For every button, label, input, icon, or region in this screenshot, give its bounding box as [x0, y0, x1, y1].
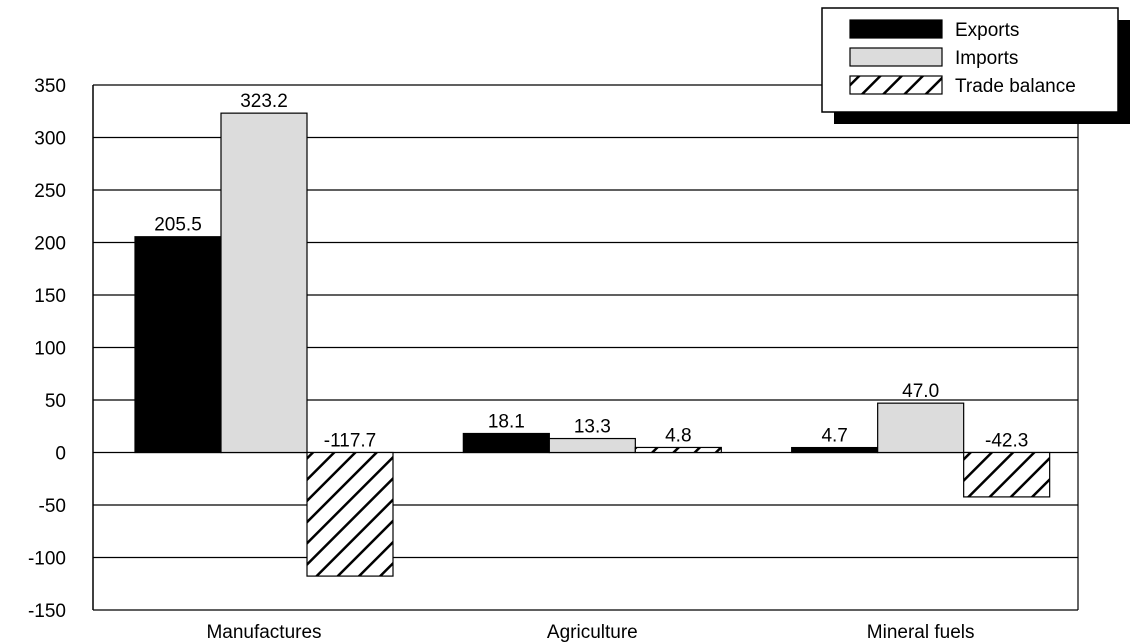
y-tick-label: 0: [55, 444, 66, 465]
legend-swatch: [849, 47, 943, 67]
data-label: 4.8: [665, 425, 691, 446]
y-tick-label: 100: [34, 339, 66, 360]
bars: [134, 112, 1051, 577]
x-category-label: Agriculture: [547, 622, 638, 643]
bar-trade-balance: [963, 451, 1051, 498]
x-axis-categories: Manufactures Agriculture Mineral fuels: [206, 622, 974, 643]
bar-exports: [791, 446, 879, 454]
legend: Exports Imports Trade balance: [821, 7, 1130, 124]
legend-label: Imports: [955, 48, 1018, 69]
y-tick-label: -50: [39, 496, 66, 517]
legend-label: Trade balance: [955, 76, 1076, 97]
data-label: 47.0: [902, 381, 939, 402]
y-tick-label: 50: [45, 391, 66, 412]
y-tick-label: -150: [28, 601, 66, 622]
x-category-label: Mineral fuels: [867, 622, 975, 643]
data-label: 4.7: [821, 426, 847, 447]
y-tick-label: 200: [34, 234, 66, 255]
data-label: 18.1: [488, 411, 525, 432]
legend-label: Exports: [955, 20, 1019, 41]
y-axis-ticks: 350 300 250 200 150 100 50 0 -50 -100 -150: [28, 76, 66, 622]
data-label: 13.3: [574, 417, 611, 438]
axes: [92, 85, 1079, 610]
data-label: 323.2: [240, 91, 288, 112]
data-label: 205.5: [154, 215, 202, 236]
bar-exports: [134, 236, 222, 454]
y-tick-label: 350: [34, 76, 66, 97]
bar-imports: [548, 437, 636, 454]
data-label: -117.7: [324, 431, 376, 452]
bar-imports: [220, 112, 308, 454]
y-tick-label: 300: [34, 129, 66, 150]
bar-imports: [877, 402, 965, 454]
bar-trade-balance: [306, 451, 394, 577]
data-label: -42.3: [985, 431, 1028, 452]
y-tick-label: 250: [34, 181, 66, 202]
x-category-label: Manufactures: [206, 622, 321, 643]
y-tick-label: -100: [28, 549, 66, 570]
bar-trade-balance: [634, 446, 722, 454]
data-labels: 205.5 323.2 -117.7 18.1 13.3 4.8 4.7 47.0 -42.3: [154, 91, 1028, 451]
bar-exports: [462, 432, 550, 454]
legend-swatch: [849, 19, 943, 39]
y-tick-label: 150: [34, 286, 66, 307]
legend-swatch: [849, 75, 943, 95]
